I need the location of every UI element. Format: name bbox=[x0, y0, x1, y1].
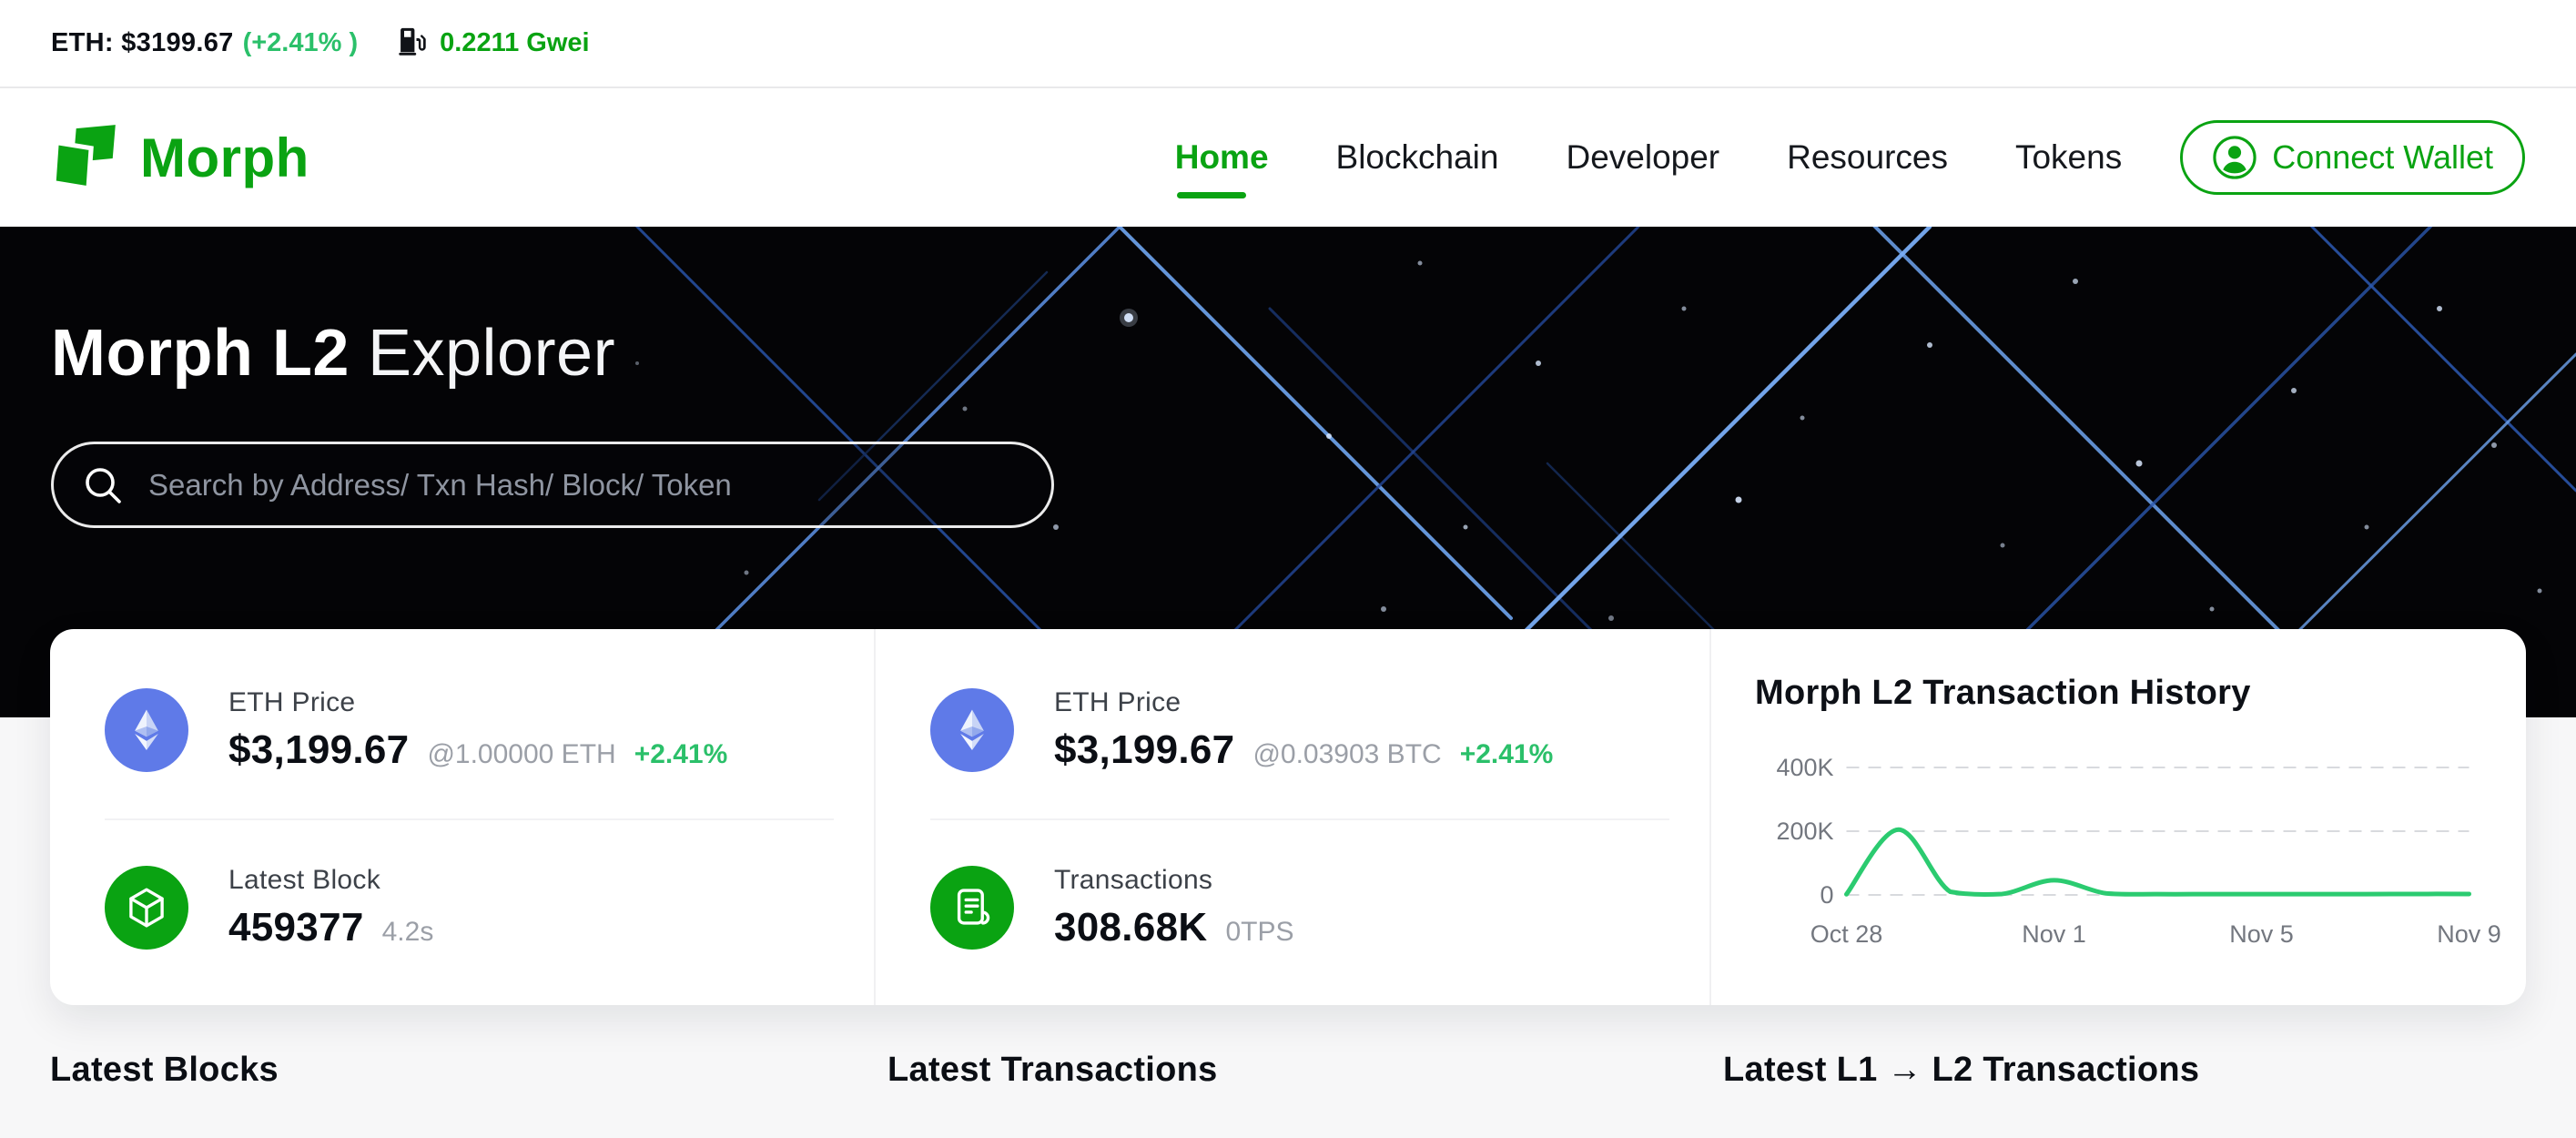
topbar: ETH: $3199.67 (+2.41% ) 0.2211 Gwei bbox=[0, 0, 2576, 88]
stat-transactions: Transactions 308.68K 0TPS bbox=[930, 820, 1709, 997]
svg-text:200K: 200K bbox=[1776, 818, 1833, 845]
latest-blocks-heading: Latest Blocks bbox=[50, 1051, 279, 1089]
stats-card: ETH Price $3,199.67 @1.00000 ETH +2.41% … bbox=[50, 629, 2526, 1005]
transaction-history-panel: Morph L2 Transaction History 0 200K 400K Oc… bbox=[1709, 629, 2526, 1005]
receipt-icon bbox=[930, 866, 1014, 950]
latest-transactions-heading: Latest Transactions bbox=[887, 1051, 1218, 1089]
stat-eth-price-btc: ETH Price $3,199.67 @0.03903 BTC +2.41% bbox=[930, 642, 1709, 818]
gas-price-text: 0.2211 Gwei bbox=[440, 28, 590, 57]
svg-text:Oct 28: Oct 28 bbox=[1810, 920, 1883, 948]
nav-blockchain[interactable]: Blockchain bbox=[1335, 138, 1499, 176]
cube-icon bbox=[105, 866, 188, 950]
stat-latest-block: Latest Block 459377 4.2s bbox=[105, 820, 874, 997]
page-title-regular: Explorer bbox=[367, 317, 616, 390]
nav-developer[interactable]: Developer bbox=[1566, 138, 1720, 176]
stat-value: $3,199.67 bbox=[1054, 726, 1235, 772]
chart-title: Morph L2 Transaction History bbox=[1755, 674, 2251, 712]
gas-price-group: 0.2211 Gwei bbox=[396, 25, 590, 62]
hero-content: Morph L2 Explorer bbox=[0, 227, 2576, 528]
row-divider bbox=[105, 818, 834, 820]
stat-label: Latest Block bbox=[228, 865, 381, 896]
site-header: Morph Home Blockchain Developer Resource… bbox=[0, 88, 2576, 227]
search-icon bbox=[86, 467, 121, 503]
lower-sections: Latest Blocks Latest Transactions Latest… bbox=[0, 1005, 2576, 1090]
nav-resources[interactable]: Resources bbox=[1787, 138, 1948, 176]
transaction-history-chart: 0 200K 400K Oct 28 Nov 1 Nov 5 Nov 9 bbox=[1776, 754, 2500, 948]
stat-value: 459377 bbox=[228, 905, 364, 950]
stat-sub: @0.03903 BTC bbox=[1253, 738, 1442, 769]
morph-logo[interactable]: Morph bbox=[51, 122, 309, 193]
eth-price-change: (+2.41% ) bbox=[242, 28, 359, 57]
stat-sub: @1.00000 ETH bbox=[427, 738, 616, 769]
main-nav: Home Blockchain Developer Resources Toke… bbox=[1174, 138, 2123, 198]
connect-wallet-button[interactable]: Connect Wallet bbox=[2180, 120, 2525, 195]
svg-text:400K: 400K bbox=[1776, 754, 1833, 781]
svg-text:Nov 5: Nov 5 bbox=[2229, 920, 2294, 948]
gas-pump-icon bbox=[396, 25, 429, 62]
stat-sub: 0TPS bbox=[1225, 917, 1294, 948]
stat-change: +2.41% bbox=[634, 738, 728, 769]
eth-price-text: ETH: $3199.67 bbox=[51, 28, 234, 57]
svg-text:Nov 1: Nov 1 bbox=[2022, 920, 2086, 948]
connect-wallet-label: Connect Wallet bbox=[2272, 138, 2493, 176]
stat-label: ETH Price bbox=[1054, 686, 1182, 717]
eth-icon bbox=[930, 687, 1014, 772]
brand-name: Morph bbox=[140, 127, 309, 188]
stat-label: ETH Price bbox=[228, 686, 356, 717]
page-title-bold: Morph L2 bbox=[51, 317, 350, 390]
latest-l1-l2-heading: Latest L1 → L2 Transactions bbox=[1723, 1051, 2200, 1089]
stat-eth-price-usd: ETH Price $3,199.67 @1.00000 ETH +2.41% bbox=[105, 642, 874, 818]
user-icon bbox=[2213, 136, 2257, 179]
stat-change: +2.41% bbox=[1459, 738, 1554, 769]
svg-text:Nov 9: Nov 9 bbox=[2437, 920, 2501, 948]
stat-value: 308.68K bbox=[1054, 905, 1208, 950]
stats-column-2: ETH Price $3,199.67 @0.03903 BTC +2.41% … bbox=[874, 629, 1709, 1005]
stats-column-1: ETH Price $3,199.67 @1.00000 ETH +2.41% … bbox=[50, 629, 874, 1005]
eth-icon bbox=[105, 687, 188, 772]
nav-tokens[interactable]: Tokens bbox=[2014, 138, 2123, 176]
morph-logo-mark bbox=[51, 125, 116, 191]
stat-label: Transactions bbox=[1054, 865, 1213, 896]
stat-sub: 4.2s bbox=[381, 917, 434, 948]
page-title: Morph L2 Explorer bbox=[51, 227, 2525, 391]
search-bar[interactable] bbox=[51, 442, 1054, 528]
stat-value: $3,199.67 bbox=[228, 726, 410, 772]
nav-home[interactable]: Home bbox=[1174, 138, 1269, 198]
row-divider bbox=[930, 818, 1669, 820]
svg-text:0: 0 bbox=[1820, 881, 1833, 909]
search-input[interactable] bbox=[147, 466, 1029, 503]
